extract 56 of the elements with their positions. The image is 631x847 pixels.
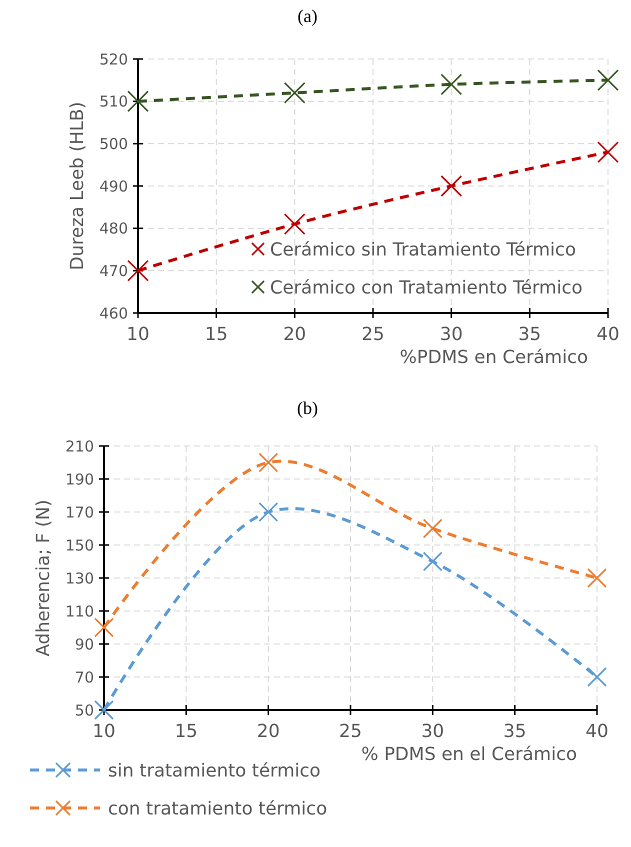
y-tick-label: 210: [65, 437, 94, 456]
y-tick-label: 500: [99, 134, 128, 153]
x-tick-label: 35: [518, 324, 542, 345]
point: [94, 618, 114, 638]
point: [258, 502, 278, 522]
y-tick-label: 170: [65, 503, 94, 522]
x-tick-label: 30: [421, 721, 444, 742]
y-tick-label: 110: [65, 602, 94, 620]
x-tick-label: 30: [440, 324, 463, 345]
point: [284, 213, 306, 235]
y-tick-label: 50: [74, 701, 94, 720]
y-axis-title: Dureza Leeb (HLB): [67, 102, 88, 270]
point: [597, 69, 619, 91]
point: [422, 552, 442, 572]
y-tick-label: 510: [99, 92, 128, 111]
x-tick-label: 25: [339, 721, 362, 742]
y-axis-title: Adherencia; F (N): [33, 500, 54, 656]
x-tick-label: 15: [204, 324, 228, 345]
y-tick-label: 130: [65, 569, 94, 588]
point: [94, 700, 114, 720]
legend-label: Cerámico con Tratamiento Térmico: [270, 277, 582, 298]
point: [258, 452, 278, 472]
point: [440, 175, 462, 197]
point: [422, 518, 442, 538]
point: [587, 568, 607, 588]
y-tick-label: 460: [99, 304, 128, 322]
legend-label: sin tratamiento térmico: [108, 760, 321, 782]
point: [597, 141, 619, 163]
point: [284, 82, 306, 104]
point: [127, 90, 149, 112]
x-axis-title: %PDMS en Cerámico: [400, 347, 588, 368]
chart-title: (b): [297, 398, 318, 418]
point: [440, 74, 462, 96]
x-tick-label: 25: [362, 324, 384, 345]
legend-label: Cerámico sin Tratamiento Térmico: [270, 239, 576, 260]
x-tick-label: 15: [174, 721, 198, 742]
point: [127, 260, 149, 282]
x-tick-label: 20: [283, 324, 306, 345]
x-tick-label: 35: [503, 721, 526, 742]
y-tick-label: 490: [99, 177, 128, 196]
x-tick-label: 10: [126, 324, 150, 345]
y-tick-label: 520: [99, 50, 128, 68]
chart-title: (a): [298, 6, 318, 26]
x-tick-label: 10: [92, 721, 116, 742]
y-tick-label: 150: [65, 536, 94, 554]
legend-label: con tratamiento térmico: [108, 798, 328, 820]
y-tick-label: 480: [99, 220, 128, 238]
x-tick-label: 40: [586, 721, 608, 742]
point: [587, 667, 607, 687]
y-tick-label: 190: [65, 470, 94, 488]
x-tick-label: 20: [256, 721, 280, 742]
y-tick-label: 70: [74, 668, 94, 686]
y-tick-label: 470: [99, 262, 128, 280]
x-axis-title: % PDMS en el Cerámico: [361, 744, 577, 765]
x-tick-label: 40: [596, 324, 620, 345]
y-tick-label: 90: [74, 635, 94, 654]
